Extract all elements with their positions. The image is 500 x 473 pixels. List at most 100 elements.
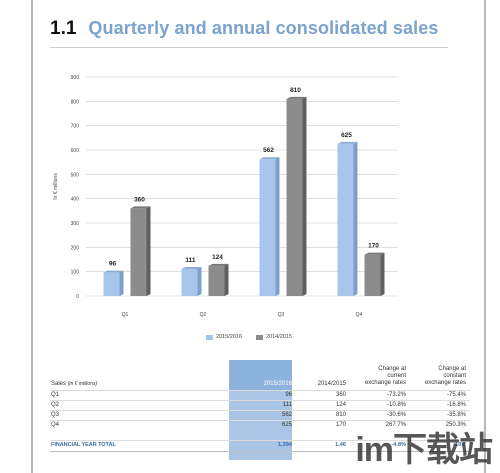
y-tick-label: 200 xyxy=(71,245,80,251)
bar-top xyxy=(208,263,229,266)
cell-2015-2016: 96 xyxy=(285,392,292,398)
y-tick-label: 500 xyxy=(71,172,80,178)
total-label: FINANCIAL YEAR TOTAL xyxy=(51,442,116,448)
legend-label-series2: 2014/2015 xyxy=(266,334,292,340)
table-row: Q1 96 360 -73.2% -75.4% xyxy=(50,390,470,401)
legend-item-series2: 2014/2015 xyxy=(256,334,292,340)
bar-value-label: 111 xyxy=(185,257,196,264)
cell-change-current: -30.6% xyxy=(386,412,406,418)
cell-2014-2015: 124 xyxy=(335,402,346,408)
title-divider xyxy=(50,47,448,48)
cell-change-current: 267.7% xyxy=(385,422,406,428)
total-change-current: -4.8% xyxy=(391,442,406,448)
y-tick-label: 800 xyxy=(71,99,80,105)
bar-2014-2015-q4 xyxy=(364,254,381,296)
cell-2015-2016: 625 xyxy=(281,422,292,428)
row-label: Q1 xyxy=(51,392,60,398)
section-header: 1.1 Quarterly and annual consolidated sa… xyxy=(50,18,450,44)
bar-value-label: 124 xyxy=(212,254,223,261)
legend-swatch-series1 xyxy=(206,334,213,340)
table-row: Q4 625 170 267.7% 250.3% xyxy=(50,420,470,431)
y-tick-label: 700 xyxy=(71,124,80,130)
bar-2015-2016-q2 xyxy=(181,268,198,296)
col-header-constant-line2: constant xyxy=(443,373,466,379)
bar-value-label: 170 xyxy=(368,243,379,250)
bar-top xyxy=(259,157,280,160)
col-header-2015-2016: 2015/2016 xyxy=(263,381,292,387)
col-header-current-rates: Change at current exchange rates xyxy=(346,366,406,387)
col-header-2014-2015: 2014/2015 xyxy=(317,381,346,387)
cell-2014-2015: 360 xyxy=(335,392,346,398)
col-header-current-line2: current xyxy=(387,373,406,379)
cell-change-current: -73.2% xyxy=(386,392,406,398)
x-tick-label: Q3 xyxy=(278,312,285,318)
row-label: Q2 xyxy=(51,402,60,408)
table-row: Q2 111 124 -10.8% -16.8% xyxy=(50,400,470,411)
section-title: Quarterly and annual consolidated sales xyxy=(88,18,439,38)
bar-side xyxy=(380,252,385,296)
page-right-margin xyxy=(484,0,500,473)
legend-swatch-series2 xyxy=(256,334,263,340)
y-axis-label: In € millions xyxy=(53,173,59,200)
bar-2014-2015-q1 xyxy=(130,208,147,296)
section-number: 1.1 xyxy=(50,18,77,39)
table-caption-unit: (in € millions) xyxy=(67,381,98,387)
bar-2015-2016-q3 xyxy=(259,159,276,296)
x-tick-label: Q1 xyxy=(122,312,129,318)
col-header-constant-line3: exchange rates xyxy=(424,380,466,386)
bar-top xyxy=(364,252,385,255)
y-tick-label: 100 xyxy=(71,270,80,276)
col-header-constant-line1: Change at xyxy=(438,366,466,372)
bar-value-label: 360 xyxy=(134,196,145,203)
bar-top xyxy=(181,266,202,269)
bar-side xyxy=(302,96,307,297)
legend-label-series1: 2015/2016 xyxy=(216,334,242,340)
bar-top xyxy=(130,206,151,209)
site-watermark: im下载站 xyxy=(355,431,493,469)
cell-change-current: -10.8% xyxy=(386,402,406,408)
bar-top xyxy=(286,96,307,99)
chart-legend: 2015/2016 2014/2015 xyxy=(206,334,292,340)
bar-value-label: 810 xyxy=(290,87,301,94)
total-change-constant: -10.7 xyxy=(453,442,466,448)
cell-change-constant: -75.4% xyxy=(446,392,466,398)
table-row: Q3 562 810 -30.6% -35.8% xyxy=(50,410,470,421)
bar-2014-2015-q2 xyxy=(208,265,225,296)
bar-side xyxy=(353,141,358,296)
table-caption: Sales (in € millions) xyxy=(51,381,97,388)
cell-change-constant: 250.3% xyxy=(445,422,466,428)
col-header-current-line1: Change at xyxy=(378,366,406,372)
bar-2014-2015-q3 xyxy=(286,98,303,297)
bar-side xyxy=(146,206,151,296)
total-2015-2016: 1,394 xyxy=(278,442,292,448)
x-tick-label: Q2 xyxy=(200,312,207,318)
y-tick-label: 0 xyxy=(76,294,79,300)
cell-change-constant: -35.8% xyxy=(446,412,466,418)
table-caption-main: Sales xyxy=(51,381,67,387)
cell-2014-2015: 170 xyxy=(335,422,346,428)
cell-change-constant: -16.8% xyxy=(446,402,466,408)
col-header-constant-rates: Change at constant exchange rates xyxy=(406,366,466,387)
table-bottom-rule xyxy=(50,451,470,452)
cell-2015-2016: 562 xyxy=(281,412,292,418)
sales-bar-chart: 0 100 200 300 400 500 600 700 800 900 In € million… xyxy=(53,75,398,318)
y-tick-label: 400 xyxy=(71,197,80,203)
y-tick-label: 300 xyxy=(71,221,80,227)
row-label: Q3 xyxy=(51,412,60,418)
bar-2015-2016-q1 xyxy=(103,272,120,296)
table-total-row: FINANCIAL YEAR TOTAL 1,394 1,46 -4.8% -1… xyxy=(50,440,470,451)
bar-side xyxy=(224,263,229,296)
bar-side xyxy=(275,157,280,296)
cell-2015-2016: 111 xyxy=(282,402,292,408)
y-tick-label: 600 xyxy=(71,148,80,154)
y-tick-label: 900 xyxy=(71,75,80,81)
x-tick-label: Q4 xyxy=(356,312,363,318)
row-label: Q4 xyxy=(51,422,60,428)
bar-top xyxy=(337,141,358,144)
bar-side xyxy=(197,266,202,296)
legend-item-series1: 2015/2016 xyxy=(206,334,242,340)
page-left-margin xyxy=(0,0,33,473)
cell-2014-2015: 810 xyxy=(335,412,346,418)
total-2014-2015: 1,46 xyxy=(335,442,346,448)
bar-top xyxy=(103,270,124,273)
